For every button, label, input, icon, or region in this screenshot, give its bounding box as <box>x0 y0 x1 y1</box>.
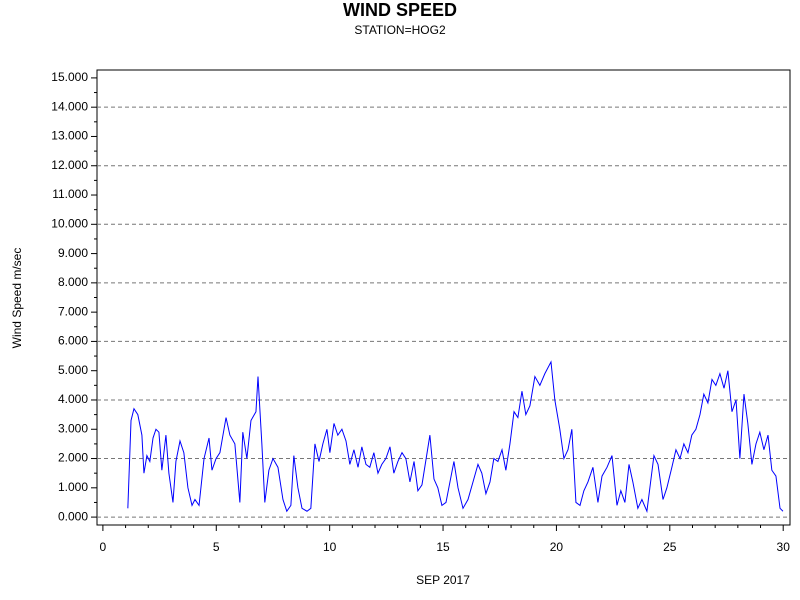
x-tick-label: 15 <box>436 540 450 554</box>
y-tick-label: 9.000 <box>58 246 88 260</box>
x-tick-label: 20 <box>550 540 564 554</box>
plot-frame <box>96 69 791 526</box>
x-tick-label: 30 <box>777 540 791 554</box>
y-tick-label: 14.000 <box>51 99 88 113</box>
y-axis-label: Wind Speed m/sec <box>10 248 24 349</box>
y-tick-label: 4.000 <box>58 392 88 406</box>
x-axis-label: SEP 2017 <box>416 573 470 587</box>
y-tick-label: 6.000 <box>58 334 88 348</box>
y-tick-label: 13.000 <box>51 129 88 143</box>
data-line <box>127 360 784 514</box>
y-tick-label: 8.000 <box>58 275 88 289</box>
y-tick-label: 12.000 <box>51 158 88 172</box>
chart-title: WIND SPEED <box>343 0 457 20</box>
y-tick-label: 2.000 <box>58 451 88 465</box>
y-tick-label: 7.000 <box>58 304 88 318</box>
y-tick-label: 3.000 <box>58 421 88 435</box>
y-tick-label: 0.000 <box>58 509 88 523</box>
y-tick-label: 11.000 <box>52 187 88 201</box>
x-tick-label: 25 <box>663 540 677 554</box>
y-tick-label: 10.000 <box>51 216 88 230</box>
y-tick-label: 15.000 <box>51 70 88 84</box>
y-tick-label: 1.000 <box>58 480 88 494</box>
x-tick-label: 5 <box>213 540 220 554</box>
x-tick-label: 0 <box>100 540 107 554</box>
y-tick-label: 5.000 <box>58 363 88 377</box>
x-tick-label: 10 <box>323 540 337 554</box>
chart-subtitle: STATION=HOG2 <box>354 23 446 37</box>
